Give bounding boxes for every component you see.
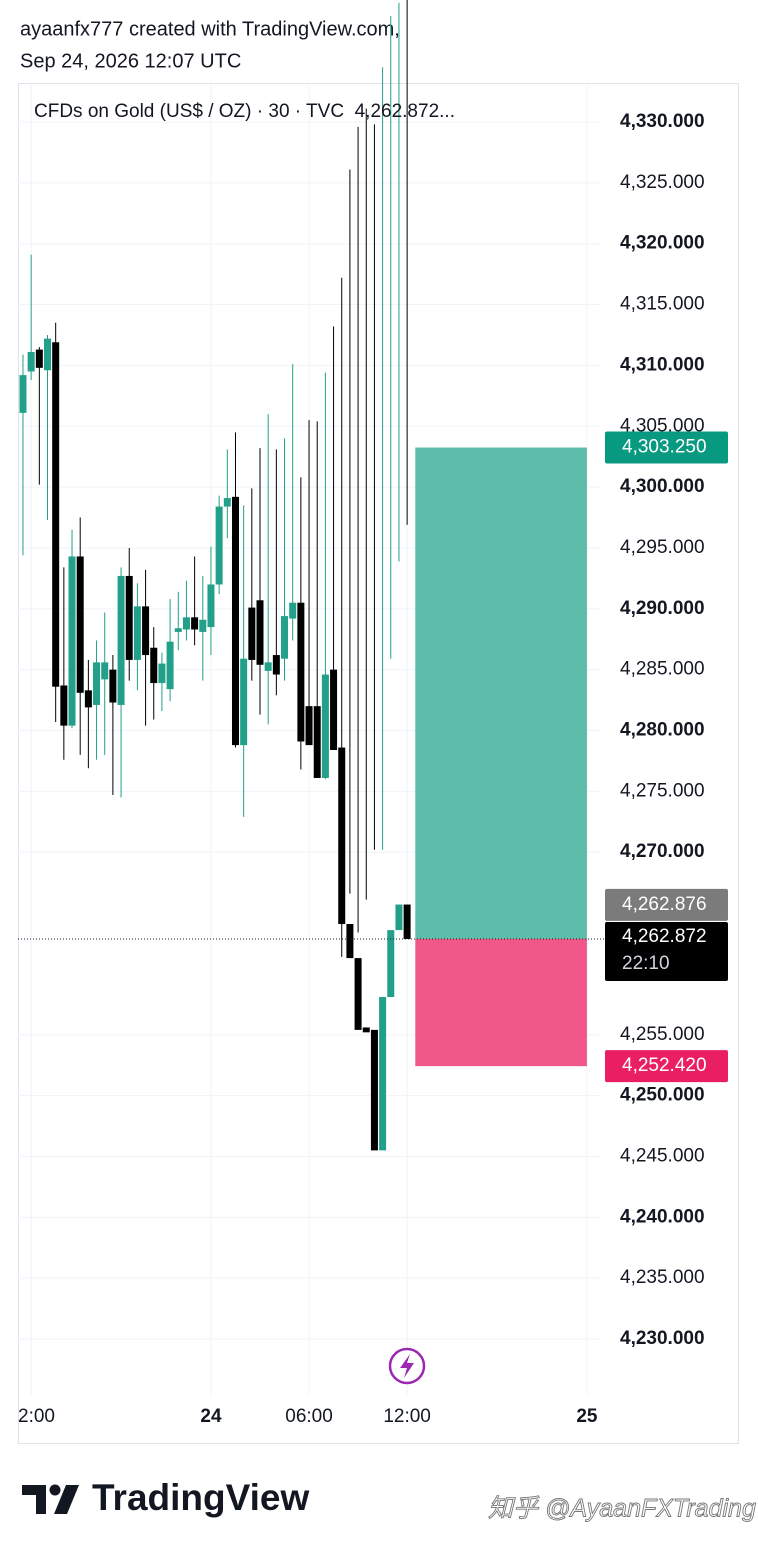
y-tick-label: 4,275.000 <box>620 780 705 801</box>
target-zone <box>415 447 587 939</box>
candle-body <box>289 602 297 619</box>
legend: CFDs on Gold (US$ / OZ) · 30 · TVC 4,262… <box>34 101 455 122</box>
candle-body <box>60 685 68 726</box>
candle-body <box>125 575 133 660</box>
price-axis: 4,230.000 4,235.000 4,240.000 4,245.000 4,25… <box>18 111 705 1427</box>
candle-body <box>93 662 101 705</box>
candle-body <box>27 352 35 372</box>
candle-body <box>248 607 256 660</box>
price-label: 4,262.872 <box>622 926 707 947</box>
plot <box>18 0 605 1151</box>
y-tick-label: 4,330.000 <box>620 111 705 132</box>
y-tick-label: 4,285.000 <box>620 659 705 680</box>
candle-body <box>272 655 280 675</box>
x-tick-label: 06:00 <box>285 1406 333 1427</box>
candle-body <box>379 997 387 1151</box>
candle-body <box>330 669 338 750</box>
candle-body <box>387 930 395 998</box>
candle-body <box>182 617 190 630</box>
candle-body <box>231 496 239 746</box>
price-label-box <box>605 431 728 464</box>
x-tick-label: 2:00 <box>18 1406 55 1427</box>
y-tick-label: 4,270.000 <box>620 841 705 862</box>
candle-body <box>305 706 313 746</box>
y-tick-label: 4,255.000 <box>620 1024 705 1045</box>
y-tick-label: 4,240.000 <box>620 1206 705 1227</box>
y-tick-label: 4,300.000 <box>620 476 705 497</box>
price-label: 4,252.420 <box>622 1055 707 1076</box>
candle-body <box>338 747 346 925</box>
lightning-icon <box>388 1347 426 1385</box>
candle-body <box>199 619 207 632</box>
price-labels: 4,303.250 4,262.876 4,262.872 22:10 4,252.42… <box>605 431 728 1083</box>
y-tick-label: 4,315.000 <box>620 294 705 315</box>
candle-body <box>403 904 411 939</box>
price-label: 4,262.876 <box>622 894 707 915</box>
y-tick-label: 4,325.000 <box>620 172 705 193</box>
candle-body <box>362 1027 370 1033</box>
candle-body <box>84 690 92 708</box>
candle-body <box>44 338 52 371</box>
y-tick-label: 4,320.000 <box>620 233 705 254</box>
candle-body <box>395 904 403 931</box>
candle-body <box>158 663 166 684</box>
header-line: Sep 24, 2026 12:07 UTC <box>20 50 241 72</box>
candle-body <box>354 958 362 1030</box>
candle-body <box>256 600 264 665</box>
price-label-box <box>605 888 728 921</box>
y-tick-label: 4,290.000 <box>620 598 705 619</box>
y-tick-label: 4,280.000 <box>620 720 705 741</box>
brand: TradingView <box>92 1477 309 1518</box>
candle-body <box>281 616 289 659</box>
candle-body <box>117 575 125 705</box>
candle-body <box>52 342 60 687</box>
candle-body <box>19 375 27 413</box>
header-line: ayaanfx777 created with TradingView.com, <box>20 18 400 40</box>
y-tick-label: 4,250.000 <box>620 1085 705 1106</box>
price-label-box <box>605 921 728 981</box>
candle-body <box>223 498 231 507</box>
candle-body <box>166 641 174 690</box>
price-label-box <box>605 1050 728 1083</box>
candle-body <box>346 924 354 959</box>
chart-frame <box>18 83 739 1444</box>
candle-body <box>264 662 272 671</box>
candle-body <box>150 647 158 684</box>
y-tick-label: 4,305.000 <box>620 415 705 436</box>
x-tick-label: 25 <box>576 1406 598 1427</box>
candle-body <box>68 556 76 726</box>
y-tick-label: 4,230.000 <box>620 1328 705 1349</box>
candle-body <box>321 674 329 778</box>
candle-body <box>142 606 150 656</box>
y-tick-label: 4,235.000 <box>620 1267 705 1288</box>
candle-body <box>313 706 321 778</box>
candle-body <box>240 658 248 746</box>
y-tick-label: 4,295.000 <box>620 537 705 558</box>
tradingview-logo <box>22 1484 79 1514</box>
candle-body <box>207 584 215 628</box>
candle-body <box>109 669 117 703</box>
candle-body <box>133 606 141 660</box>
x-tick-label: 12:00 <box>383 1406 431 1427</box>
candle-body <box>76 556 84 693</box>
candle-body <box>191 617 199 630</box>
countdown: 22:10 <box>622 953 670 974</box>
stop-zone <box>415 938 587 1067</box>
candle-body <box>297 602 305 742</box>
candle-body <box>101 662 109 680</box>
watermark: 知乎 @AyaanFXTrading <box>488 1495 756 1523</box>
x-tick-label: 24 <box>200 1406 222 1427</box>
candle-body <box>370 1029 378 1151</box>
y-tick-label: 4,310.000 <box>620 354 705 375</box>
price-label: 4,303.250 <box>622 437 707 458</box>
candle-body <box>174 628 182 632</box>
y-tick-label: 4,245.000 <box>620 1145 705 1166</box>
candle-body <box>35 349 43 368</box>
candle-body <box>215 506 223 585</box>
